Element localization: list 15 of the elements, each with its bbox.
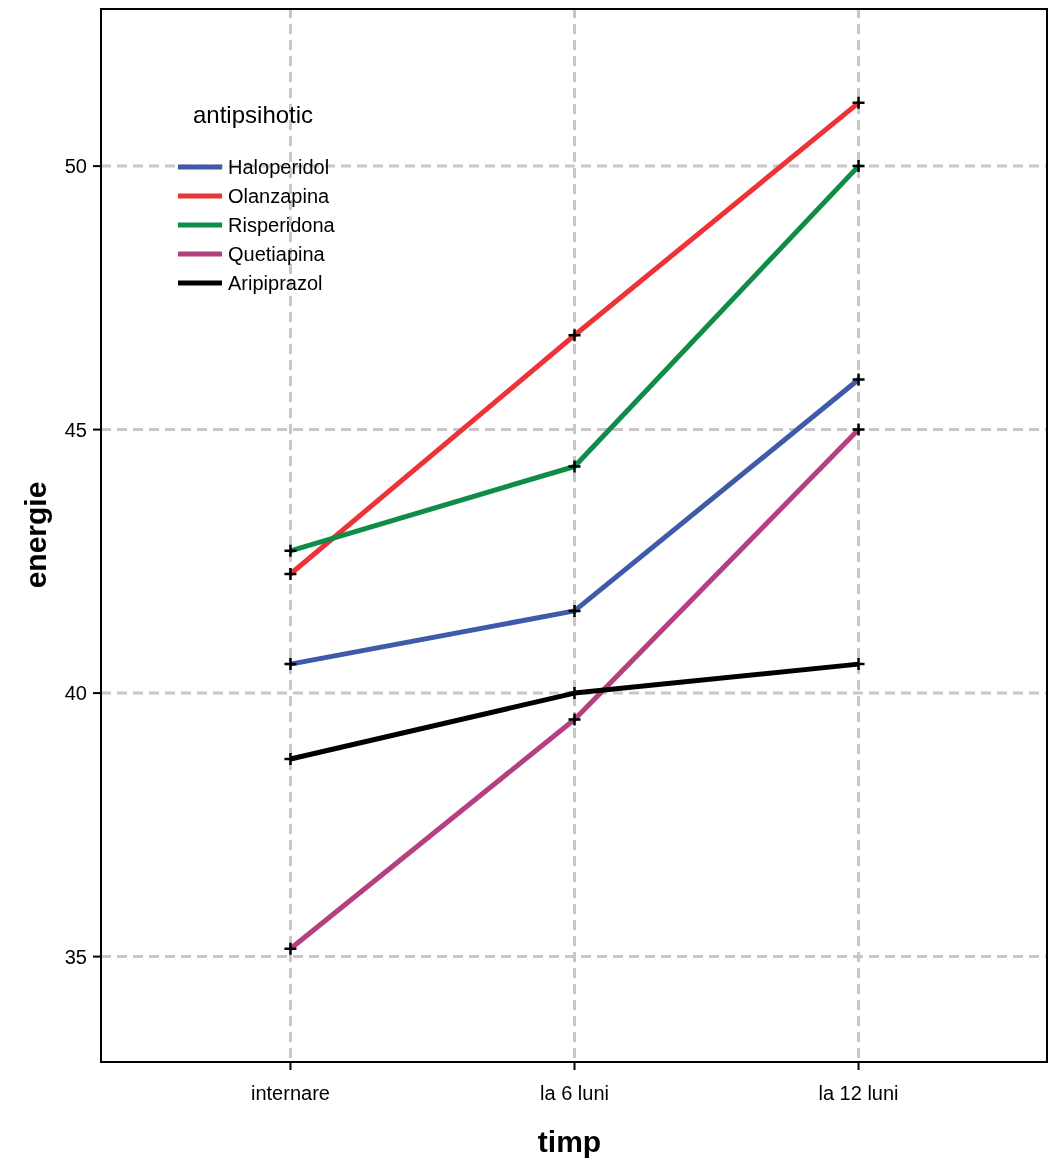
legend-title: antipsihotic bbox=[193, 101, 314, 128]
y-tick-label: 45 bbox=[64, 418, 87, 441]
legend-label: Aripiprazol bbox=[228, 272, 323, 294]
x-tick-label: internare bbox=[250, 1082, 330, 1104]
legend-label: Risperidona bbox=[228, 214, 336, 236]
legend-label: Haloperidol bbox=[228, 156, 330, 178]
x-tick-label: la 6 luni bbox=[540, 1082, 609, 1104]
x-axis-title: timp bbox=[537, 1125, 602, 1158]
y-tick-label: 40 bbox=[64, 682, 87, 705]
legend-label: Olanzapina bbox=[228, 185, 331, 207]
legend-label: Quetiapina bbox=[228, 243, 326, 265]
x-tick-label: la 12 luni bbox=[818, 1082, 899, 1104]
y-tick-label: 35 bbox=[64, 945, 87, 968]
y-tick-label: 50 bbox=[64, 155, 87, 178]
y-axis-title: energie bbox=[19, 481, 52, 589]
